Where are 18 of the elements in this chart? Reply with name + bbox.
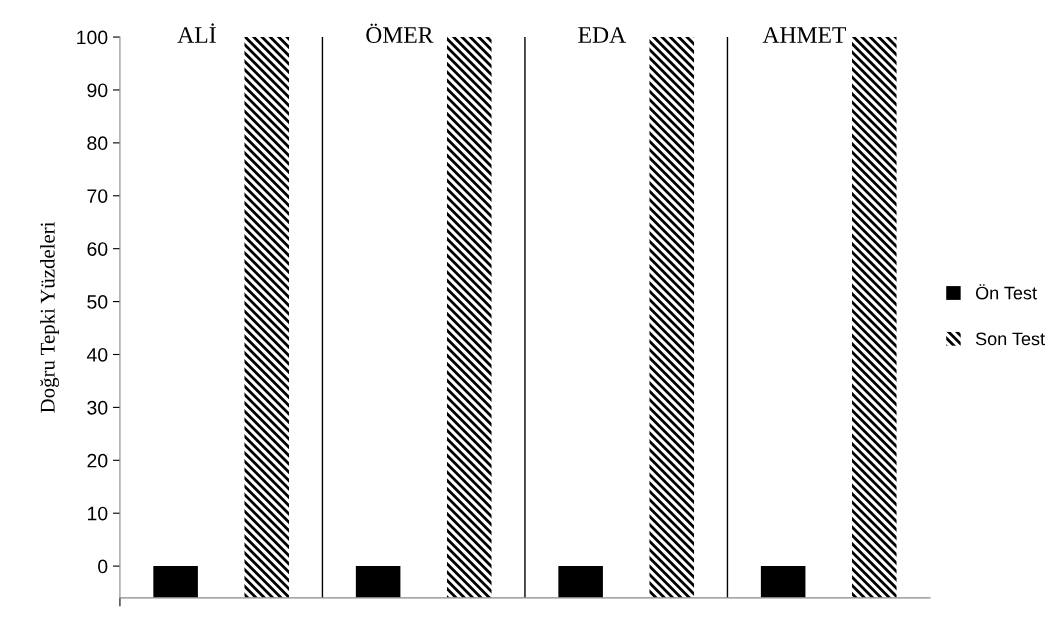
- y-tick-label: 10: [87, 506, 108, 521]
- x-tick-label: ALİ: [177, 23, 216, 43]
- y-tick-label: 100: [77, 30, 108, 45]
- y-tick-label: 40: [86, 347, 108, 362]
- x-tick-label: ÖMER: [366, 23, 434, 43]
- x-tick-label: AHMET: [762, 27, 846, 43]
- y-tick-label: 50: [87, 295, 108, 309]
- y-tick-label: 90: [87, 83, 108, 98]
- y-tick-label: 20: [87, 453, 108, 468]
- x-tick-label: EDA: [578, 27, 626, 43]
- y-tick-label: 80: [87, 136, 108, 151]
- y-tick-label: 30: [87, 400, 108, 415]
- y-tick-label: 60: [87, 242, 108, 256]
- legend-label: Son Test: [975, 332, 1045, 346]
- legend-label: Ön Test: [975, 284, 1037, 300]
- y-tick-label: 70: [87, 189, 108, 204]
- y-axis-title: Doğru Tepki Yüzdeleri: [40, 221, 60, 413]
- y-tick-label: 0: [98, 559, 108, 574]
